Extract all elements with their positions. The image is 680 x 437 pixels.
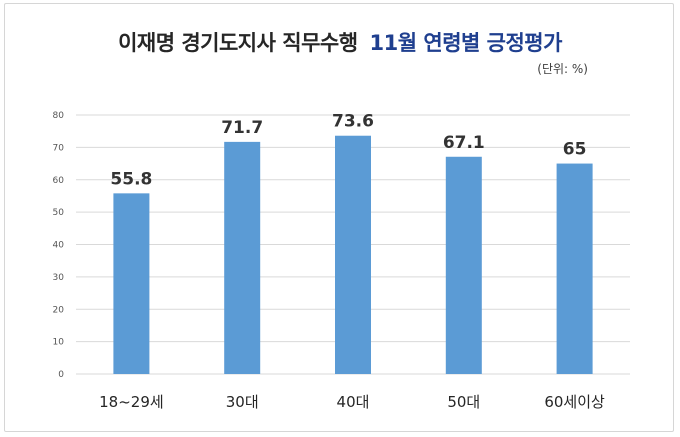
x-tick-label: 18~29세 [99, 393, 164, 411]
y-tick-label: 40 [53, 241, 65, 251]
y-tick-label: 60 [53, 176, 65, 186]
chart-title: 이재명 경기도지사 직무수행 11월 연령별 긍정평가 [0, 27, 680, 57]
x-tick-label: 60세이상 [544, 393, 605, 411]
y-tick-label: 80 [53, 111, 65, 121]
y-tick-label: 0 [58, 370, 64, 380]
bar [113, 193, 150, 374]
x-tick-label: 40대 [337, 393, 370, 411]
y-tick-label: 70 [53, 143, 65, 153]
y-tick-label: 10 [53, 338, 65, 348]
y-tick-label: 50 [53, 208, 65, 218]
data-label: 65 [563, 140, 587, 160]
bar [335, 135, 371, 374]
unit-note: (단위: %) [537, 62, 588, 76]
x-tick-label: 30대 [226, 393, 259, 411]
data-label: 71.7 [221, 118, 263, 138]
data-label: 67.1 [443, 133, 485, 153]
bar [556, 163, 593, 374]
y-tick-label: 20 [53, 305, 65, 315]
bar [224, 141, 261, 374]
y-tick-label: 30 [53, 273, 65, 283]
x-tick-label: 50대 [447, 393, 480, 411]
bar [445, 156, 482, 374]
data-label: 73.6 [332, 112, 374, 132]
data-label: 55.8 [110, 169, 152, 189]
chart-title-accent: 11월 연령별 긍정평가 [369, 31, 563, 55]
chart-title-main: 이재명 경기도지사 직무수행 [118, 31, 358, 55]
